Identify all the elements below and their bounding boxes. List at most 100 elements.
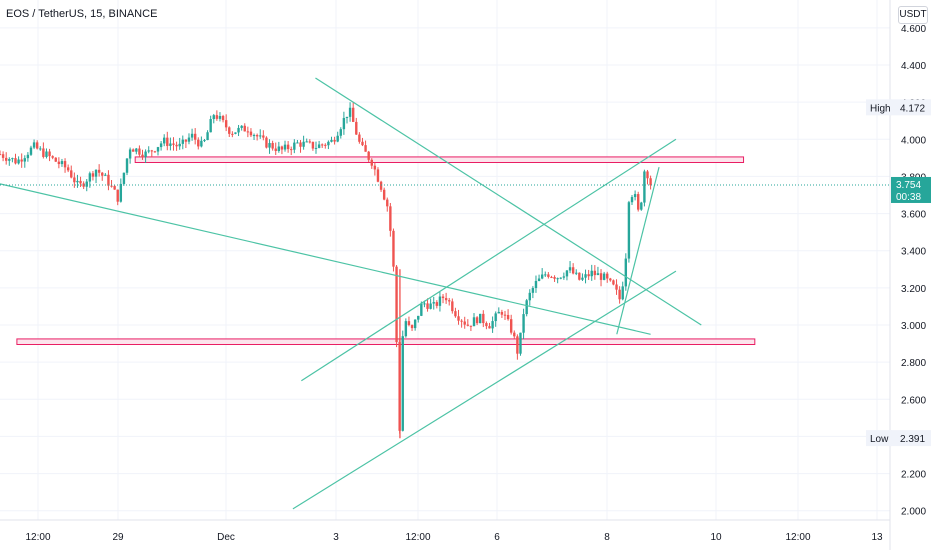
candle-body	[454, 311, 457, 317]
candle-body	[426, 303, 429, 309]
candle-body	[395, 266, 398, 343]
x-tick-label: 12:00	[405, 532, 430, 543]
x-tick-labels: 12:00 29 Dec 3 12:00 6 8 10 12:00 13	[25, 532, 883, 543]
candle-body	[463, 321, 466, 325]
zones	[16, 156, 756, 345]
y-tick-label: 2.800	[901, 358, 926, 369]
candle-body	[32, 142, 36, 148]
candle-body	[138, 148, 141, 155]
candle-body	[82, 183, 85, 187]
candle-body	[355, 121, 358, 135]
candle-body	[432, 302, 435, 304]
candle-body	[249, 131, 253, 136]
candle-body	[389, 206, 392, 231]
candle-body	[479, 313, 482, 324]
candle-body	[509, 319, 513, 333]
candle-body	[237, 127, 240, 133]
candle-body	[122, 172, 126, 184]
candle-body	[141, 154, 144, 157]
candle-body	[581, 277, 584, 280]
candle-body	[528, 292, 531, 301]
candle-body	[265, 137, 268, 148]
candle-body	[308, 141, 312, 143]
candle-body	[54, 157, 57, 162]
candle-body	[339, 129, 342, 136]
candle-body	[277, 146, 281, 151]
candle-body	[215, 115, 219, 119]
candle-body	[290, 149, 293, 151]
descending-line-upper	[315, 77, 702, 326]
candle-body	[441, 296, 445, 299]
candle-body	[26, 154, 30, 159]
candle-body	[178, 143, 181, 147]
candle-body	[302, 141, 305, 147]
x-tick-label: 10	[710, 532, 722, 543]
low-marker-label-box	[866, 430, 892, 447]
y-tick-label: 3.200	[901, 284, 926, 295]
candle-body	[1, 154, 5, 158]
candle-body	[162, 137, 166, 144]
candle-body	[562, 276, 566, 278]
candle-body	[407, 321, 411, 326]
candle-body	[516, 336, 519, 354]
y-tick-label: 4.600	[901, 24, 926, 35]
candle-body	[305, 141, 308, 143]
candle-body	[575, 272, 578, 274]
candle-body	[602, 273, 606, 280]
candle-body	[482, 313, 485, 324]
candle-body	[345, 116, 349, 118]
candle-body	[135, 148, 138, 152]
candle-body	[513, 332, 516, 337]
candle-body	[234, 132, 237, 134]
candle-body	[590, 270, 593, 277]
candle-body	[63, 161, 67, 168]
candle-body	[107, 174, 110, 186]
candle-body	[593, 270, 597, 276]
candle-body	[48, 151, 51, 157]
candle-body	[246, 131, 250, 133]
candle-body	[596, 273, 600, 276]
candle-body	[503, 314, 507, 316]
currency-button[interactable]: USDT	[898, 6, 928, 24]
candle-body	[491, 321, 494, 329]
candle-body	[252, 135, 256, 137]
candle-body	[159, 143, 163, 148]
candle-body	[420, 303, 423, 316]
candle-body	[646, 171, 649, 179]
candle-body	[119, 183, 123, 202]
y-tick-label: 4.400	[901, 61, 926, 72]
candle-body	[311, 141, 315, 149]
candle-body	[85, 181, 88, 187]
candle-body	[317, 144, 321, 148]
candle-body	[172, 143, 175, 145]
candle-body	[565, 270, 569, 277]
candle-body	[212, 115, 215, 120]
candle-body	[386, 199, 389, 207]
candle-body	[404, 321, 408, 337]
candle-body	[132, 149, 135, 152]
candle-body	[584, 274, 587, 278]
candle-body	[125, 158, 129, 173]
candle-body	[550, 276, 553, 278]
candle-body	[553, 277, 556, 279]
candle-body	[8, 159, 11, 161]
candle-body	[379, 181, 383, 190]
candle-body	[364, 145, 367, 152]
candle-body	[417, 315, 420, 320]
candle-body	[373, 165, 377, 170]
candle-body	[500, 311, 504, 315]
x-tick-label: 12:00	[25, 532, 50, 543]
candle-body	[255, 135, 259, 137]
candle-body	[630, 197, 634, 203]
candle-body	[91, 173, 95, 177]
x-tick-label: 13	[871, 532, 883, 543]
candle-body	[45, 151, 48, 157]
candle-body	[324, 144, 327, 146]
candle-body	[268, 143, 271, 148]
y-tick-label: 2.200	[901, 470, 926, 481]
candle-body	[94, 169, 98, 177]
candles	[0, 101, 652, 439]
candle-body	[547, 274, 550, 277]
